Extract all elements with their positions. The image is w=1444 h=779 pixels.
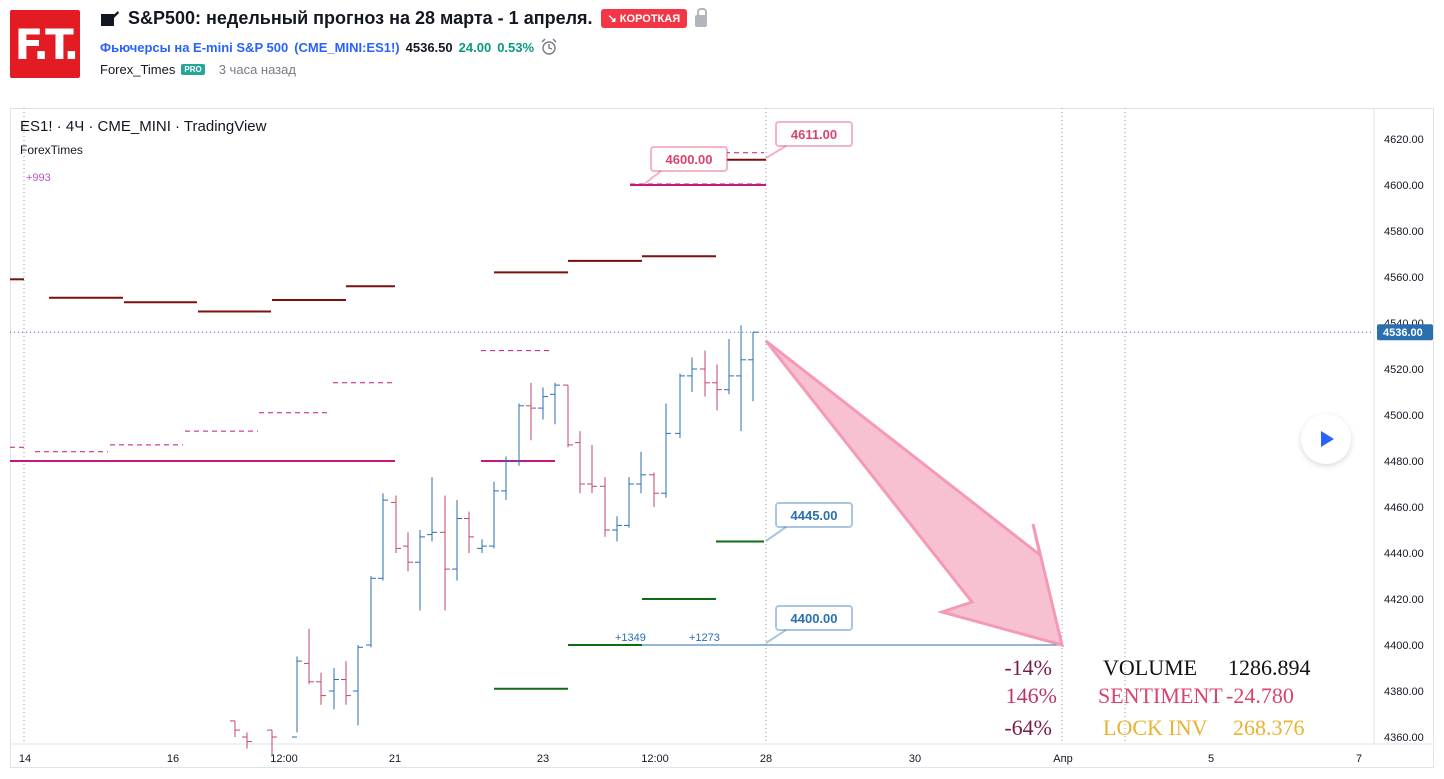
x-tick-label: 14 xyxy=(19,753,31,765)
x-tick-label: 12:00 xyxy=(641,753,669,765)
y-tick-label: 4500.00 xyxy=(1384,410,1424,422)
level-hits-label: +1349 xyxy=(615,632,646,644)
callout-4600: 4600.00 xyxy=(666,152,713,167)
callout-4611-box xyxy=(775,121,853,147)
symbol-change: 24.00 xyxy=(458,39,492,55)
chart-legend: ES1! · 4Ч · CME_MINI · TradingView xyxy=(20,118,267,135)
lock-icon xyxy=(695,7,708,27)
alarm-clock-icon[interactable] xyxy=(540,38,558,56)
y-tick-label: 4440.00 xyxy=(1384,548,1424,560)
x-tick-label: 23 xyxy=(537,753,549,765)
symbol-price: 4536.50 xyxy=(405,39,453,55)
lock-pct: -64% xyxy=(1004,715,1052,740)
callout-4600-box xyxy=(650,146,728,172)
x-tick-label: 16 xyxy=(167,753,179,765)
x-tick-label: Апр xyxy=(1053,753,1072,765)
x-tick-label: 12:00 xyxy=(270,753,298,765)
volume-pct: -14% xyxy=(1004,655,1052,680)
pro-badge: PRO xyxy=(181,64,205,75)
published-time: 3 часа назад xyxy=(218,62,296,77)
callout-4400-pointer xyxy=(765,629,787,644)
y-tick-label: 4360.00 xyxy=(1384,732,1424,744)
short-badge: ↘ КОРОТКАЯ xyxy=(600,9,688,28)
volume-label: VOLUME xyxy=(1103,655,1197,680)
y-tick-label: 4380.00 xyxy=(1384,686,1424,698)
symbol-info-row: Фьючерсы на E-mini S&P 500 (CME_MINI:ES1… xyxy=(100,38,558,56)
y-tick-label: 4580.00 xyxy=(1384,226,1424,238)
indicator-value: +993 xyxy=(26,172,51,184)
callout-4611-pointer xyxy=(765,145,787,159)
idea-icon xyxy=(101,10,119,26)
lock-label: LOCK INV xyxy=(1103,715,1208,740)
symbol-name-link[interactable]: Фьючерсы на E-mini S&P 500 xyxy=(100,39,289,55)
callout-4445-box xyxy=(775,502,853,528)
level-hits-label: +1273 xyxy=(689,632,720,644)
callout-4445: 4445.00 xyxy=(791,508,838,523)
lock-value: 268.376 xyxy=(1233,715,1305,740)
chart-frame[interactable] xyxy=(10,108,1434,768)
volume-value: 1286.894 xyxy=(1228,655,1311,680)
sentiment-value: -24.780 xyxy=(1226,683,1294,708)
x-tick-label: 30 xyxy=(909,753,921,765)
author-logo[interactable]: F.T. xyxy=(10,10,80,78)
sentiment-pct: 146% xyxy=(1006,683,1057,708)
callout-4400-box xyxy=(775,605,853,631)
idea-title: S&P500: недельный прогноз на 28 марта - … xyxy=(128,8,593,28)
y-tick-label: 4400.00 xyxy=(1384,640,1424,652)
callout-4445-pointer xyxy=(765,526,787,542)
y-tick-label: 4560.00 xyxy=(1384,272,1424,284)
x-tick-label: 5 xyxy=(1208,753,1214,765)
indicator-name: ForexTimes xyxy=(20,143,83,157)
callout-4600-pointer xyxy=(642,170,662,186)
y-tick-label: 4420.00 xyxy=(1384,594,1424,606)
last-price-tag xyxy=(1377,324,1433,341)
callout-4611: 4611.00 xyxy=(791,127,837,142)
play-button[interactable] xyxy=(1301,414,1351,464)
callout-4400: 4400.00 xyxy=(791,611,838,626)
symbol-code-link[interactable]: (CME_MINI:ES1!) xyxy=(294,39,400,55)
x-tick-label: 21 xyxy=(389,753,401,765)
author-name-link[interactable]: Forex_Times xyxy=(100,62,176,77)
last-price-label: 4536.00 xyxy=(1383,327,1423,339)
y-tick-label: 4520.00 xyxy=(1384,364,1424,376)
y-tick-label: 4480.00 xyxy=(1384,456,1424,468)
x-tick-label: 28 xyxy=(760,753,772,765)
sentiment-label: SENTIMENT xyxy=(1098,683,1223,708)
x-tick-label: 7 xyxy=(1356,753,1362,765)
y-tick-label: 4620.00 xyxy=(1384,134,1424,146)
symbol-change-pct: 0.53% xyxy=(497,39,535,55)
y-tick-label: 4460.00 xyxy=(1384,502,1424,514)
y-tick-label: 4600.00 xyxy=(1384,180,1424,192)
forecast-arrow xyxy=(764,339,1065,648)
idea-title-row: S&P500: недельный прогноз на 28 марта - … xyxy=(100,7,708,29)
author-row: Forex_Times PRO 3 часа назад xyxy=(100,62,296,77)
